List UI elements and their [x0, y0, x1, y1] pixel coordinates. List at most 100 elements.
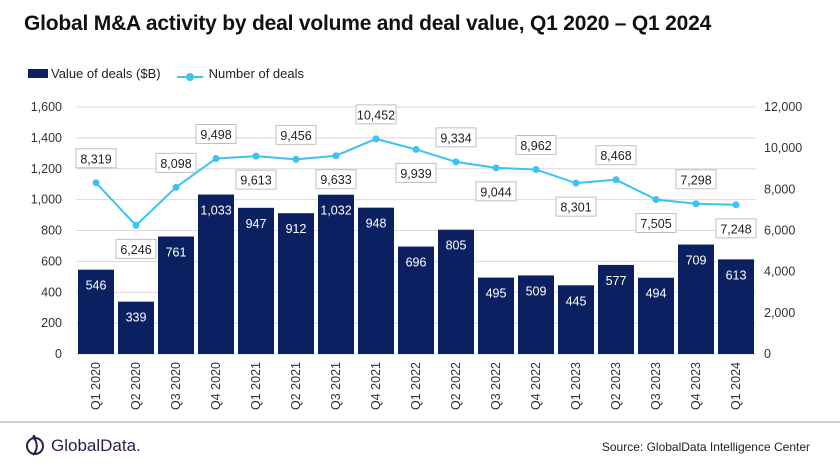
bar [358, 207, 394, 354]
legend-item-number: Number of deals [169, 66, 304, 81]
y-left-tick-label: 1,200 [31, 162, 62, 176]
line-data-label: 8,962 [520, 139, 551, 153]
y-left-tick-label: 1,600 [31, 100, 62, 114]
deals-point [212, 154, 220, 162]
x-tick-label: Q1 2021 [249, 362, 263, 410]
line-label-box [435, 127, 477, 148]
deals-point [252, 152, 260, 160]
y-right-tick-label: 2,000 [764, 306, 795, 320]
bar-data-label: 339 [126, 311, 147, 325]
y-left-tick-label: 0 [55, 347, 62, 361]
deals-point [692, 200, 700, 208]
y-right-tick-label: 8,000 [764, 182, 795, 196]
deals-point [332, 152, 340, 160]
y-right-tick-label: 6,000 [764, 224, 795, 238]
bar-data-label: 577 [606, 274, 627, 288]
line-data-label: 9,498 [200, 128, 231, 142]
source-note: Source: GlobalData Intelligence Center [601, 440, 810, 454]
line-label-box [235, 169, 277, 190]
bar-swatch-icon [28, 69, 48, 78]
line-data-label: 8,098 [160, 157, 191, 171]
bar-data-label: 948 [366, 217, 387, 231]
bar-data-label: 709 [686, 254, 707, 268]
bar [198, 194, 234, 354]
bar-data-label: 445 [566, 294, 587, 308]
deals-point [412, 145, 420, 153]
bar [558, 285, 594, 354]
legend: Value of deals ($B) Number of deals [28, 66, 304, 81]
bar-data-label: 613 [726, 268, 747, 282]
y-right-tick-label: 12,000 [764, 100, 802, 114]
bar [118, 301, 154, 354]
deals-point [732, 201, 740, 209]
x-tick-label: Q3 2020 [169, 362, 183, 410]
y-right-tick-label: 4,000 [764, 265, 795, 279]
line-data-label: 9,456 [280, 129, 311, 143]
bar [238, 207, 274, 354]
x-tick-label: Q2 2022 [449, 362, 463, 410]
deals-point [572, 179, 580, 187]
globaldata-logo: GlobalData. [24, 434, 141, 458]
line-label-box [395, 162, 437, 183]
deals-point [172, 183, 180, 191]
bar [598, 264, 634, 354]
line-label-box [275, 124, 317, 145]
bar-data-label: 546 [86, 279, 107, 293]
line-label-box [715, 218, 757, 239]
legend-label: Value of deals ($B) [51, 66, 161, 81]
y-left-tick-label: 1,400 [31, 131, 62, 145]
chart-title: Global M&A activity by deal volume and d… [24, 12, 712, 35]
x-tick-label: Q1 2023 [569, 362, 583, 410]
line-data-label: 7,298 [680, 173, 711, 187]
line-data-label: 10,452 [357, 108, 395, 122]
line-label-box [315, 169, 357, 190]
bar-data-label: 509 [526, 284, 547, 298]
deals-point [532, 166, 540, 174]
bar-data-label: 495 [486, 287, 507, 301]
line-label-box [115, 238, 157, 259]
deals-point [612, 176, 620, 184]
y-right-tick-label: 10,000 [764, 141, 802, 155]
bar [638, 277, 674, 354]
x-tick-label: Q1 2020 [89, 362, 103, 410]
bar-data-label: 761 [166, 246, 187, 260]
y-left-tick-label: 1,000 [31, 193, 62, 207]
x-tick-label: Q4 2020 [209, 362, 223, 410]
bar [438, 229, 474, 354]
line-label-box [75, 148, 117, 169]
x-tick-label: Q2 2021 [289, 362, 303, 410]
bar-data-label: 805 [446, 239, 467, 253]
x-tick-label: Q4 2021 [369, 362, 383, 410]
x-tick-label: Q3 2021 [329, 362, 343, 410]
x-tick-label: Q4 2023 [689, 362, 703, 410]
line-label-box [675, 169, 717, 190]
globe-icon [26, 435, 44, 456]
y-right-tick-label: 0 [764, 347, 771, 361]
bar [678, 244, 714, 354]
x-tick-label: Q2 2023 [609, 362, 623, 410]
deals-point [652, 196, 660, 204]
footer-divider [0, 421, 840, 423]
line-label-box [515, 135, 557, 156]
bar [158, 236, 194, 354]
line-label-box [555, 196, 597, 217]
line-data-label: 9,939 [400, 167, 431, 181]
line-label-box [155, 152, 197, 173]
y-left-tick-label: 200 [41, 316, 62, 330]
legend-label: Number of deals [208, 66, 304, 81]
line-label-box [475, 181, 517, 202]
deals-point [452, 158, 460, 166]
line-label-box [355, 104, 397, 125]
x-tick-label: Q1 2022 [409, 362, 423, 410]
bar-data-label: 696 [406, 256, 427, 270]
bar [78, 269, 114, 354]
x-tick-label: Q4 2022 [529, 362, 543, 410]
y-left-tick-label: 800 [41, 224, 62, 238]
line-data-label: 6,246 [120, 243, 151, 257]
bar-data-label: 494 [646, 287, 667, 301]
bar [718, 259, 754, 354]
x-tick-label: Q3 2022 [489, 362, 503, 410]
deals-point [492, 164, 500, 172]
bar [318, 194, 354, 354]
